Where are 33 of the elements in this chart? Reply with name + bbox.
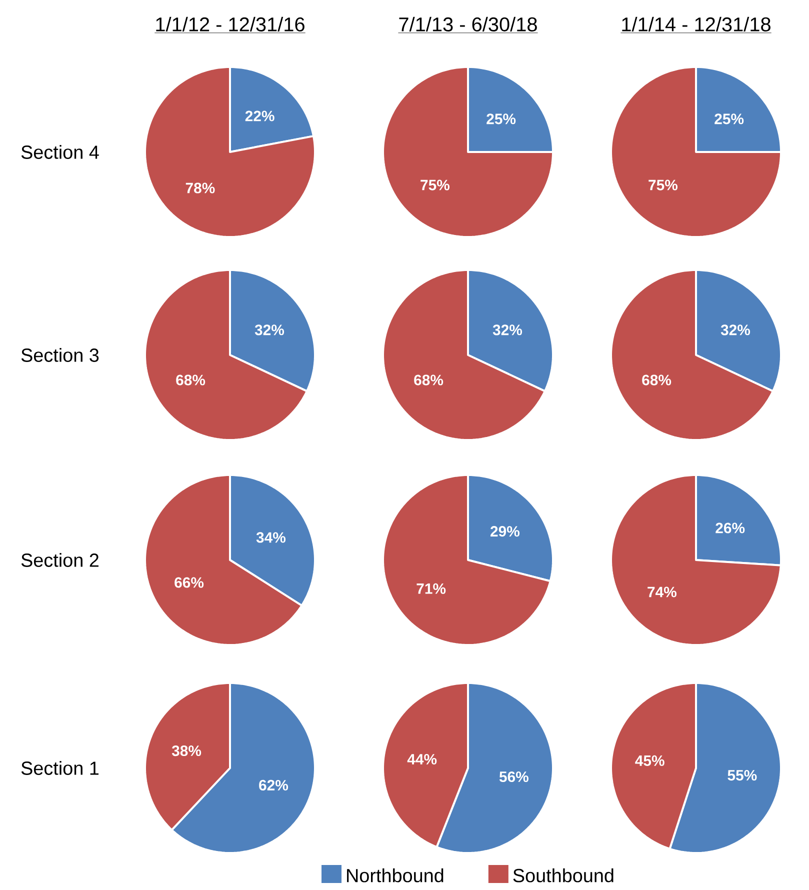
data-label: 62% (259, 780, 288, 790)
data-label: 44% (407, 754, 437, 764)
data-label: 74% (648, 586, 676, 598)
data-label: 68% (414, 374, 444, 386)
text: Section 2 (21, 553, 98, 567)
data-label: 68% (642, 374, 672, 386)
data-label: 75% (648, 180, 678, 190)
legend-label: Northbound (347, 868, 444, 882)
data-label: 75% (420, 180, 450, 190)
data-label: 26% (716, 522, 745, 534)
data-label: 32% (254, 324, 284, 336)
chart-title: 1/1/12 - 12/31/16 (156, 16, 304, 32)
data-label: 38% (172, 745, 202, 756)
legend-label: Southbound (513, 868, 614, 882)
data-label: 55% (728, 770, 757, 781)
text: Section 1 (21, 761, 99, 775)
data-label: 78% (186, 182, 215, 194)
data-label: 25% (486, 114, 516, 124)
chart-title: 1/1/14 - 12/31/18 (622, 16, 770, 32)
data-label: 68% (176, 374, 206, 386)
data-label: 25% (714, 114, 744, 124)
data-label: 22% (245, 110, 274, 122)
data-label: 71% (416, 583, 446, 594)
data-label: 45% (635, 755, 664, 766)
data-label: 32% (492, 324, 522, 336)
text: Section 3 (21, 348, 99, 362)
data-label: 34% (256, 532, 286, 543)
data-label: 32% (720, 324, 750, 336)
data-label: 66% (174, 577, 204, 588)
data-label: 56% (499, 771, 528, 782)
data-label: 29% (490, 526, 520, 537)
text: Section 4 (21, 145, 99, 159)
chart-title: 7/1/13 - 6/30/18 (399, 16, 537, 32)
